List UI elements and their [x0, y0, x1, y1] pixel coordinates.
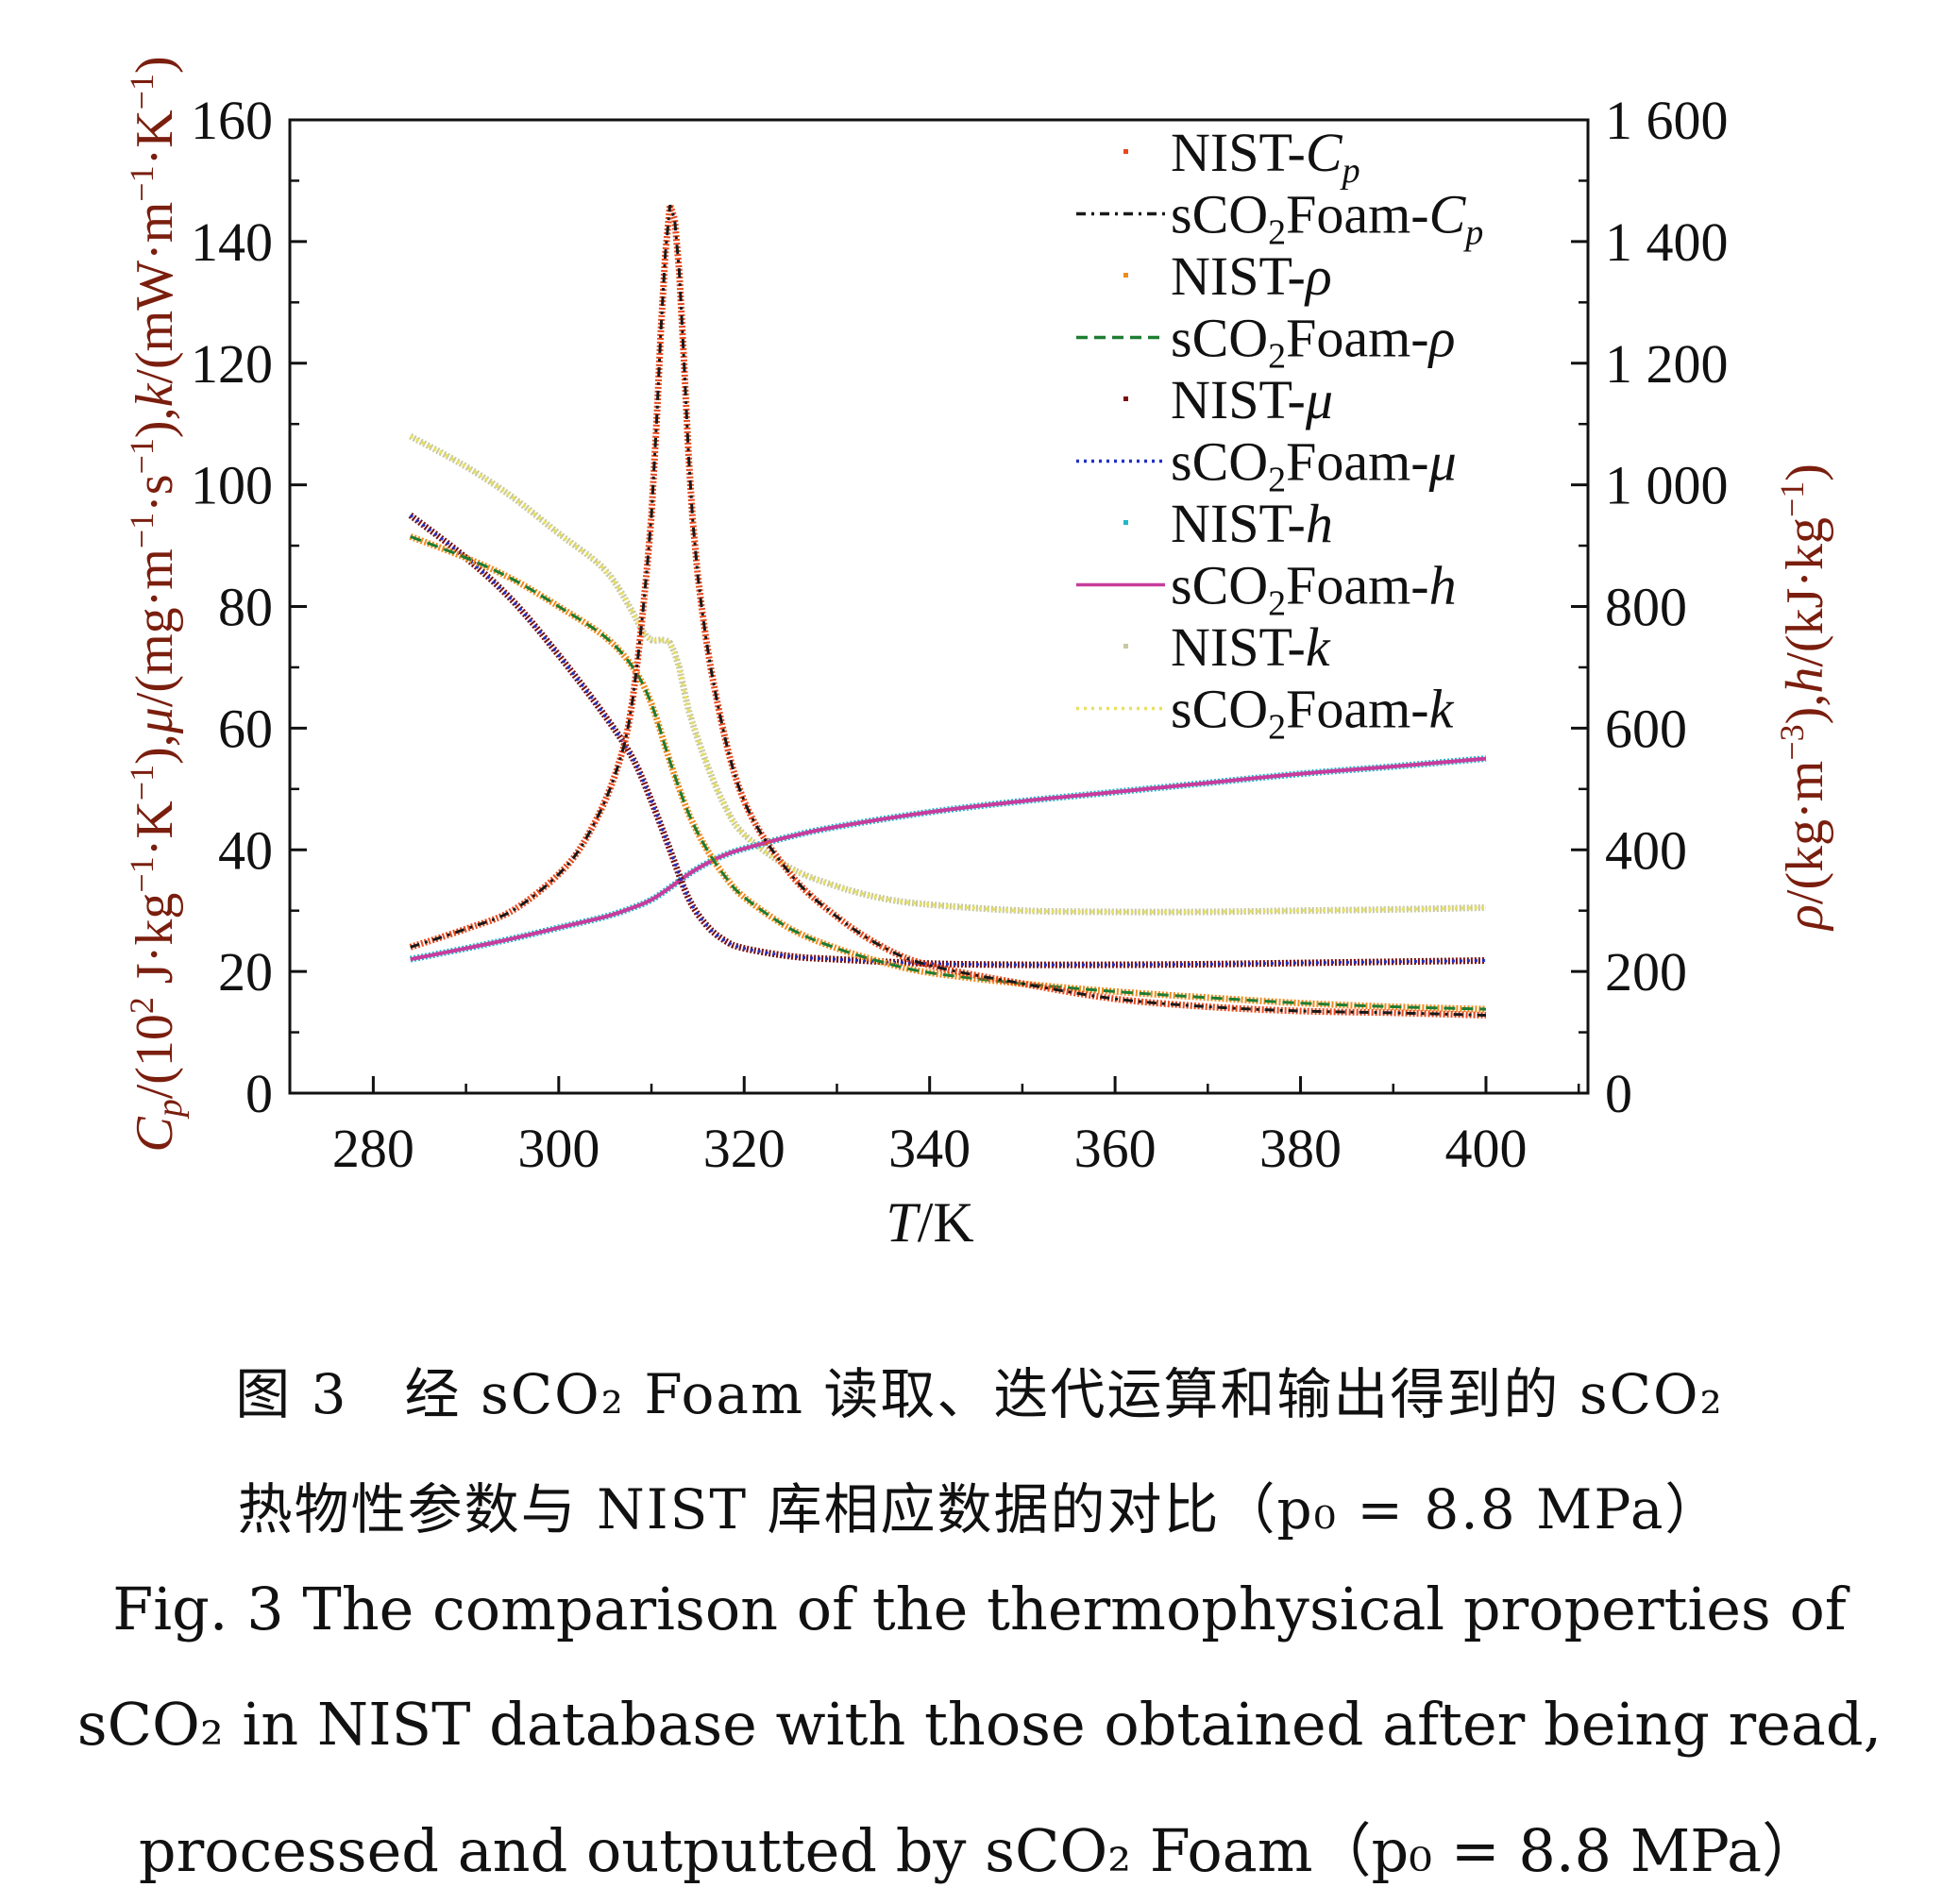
x-tick-label: 400: [1444, 1118, 1527, 1179]
legend-label: sCO2Foam-ρ: [1171, 308, 1455, 377]
model-ρ-line: [410, 534, 1487, 1011]
legend-item: NIST-Cp: [1123, 122, 1360, 191]
legend-item: NIST-ρ: [1123, 245, 1332, 307]
y-right-tick-label: 800: [1605, 577, 1687, 638]
legend-item: sCO2Foam-k: [1076, 679, 1455, 748]
y-left-tick-label: 120: [191, 333, 273, 395]
y-right-tick-label: 1 400: [1605, 211, 1729, 273]
y-right-tick-label: 1 200: [1605, 333, 1729, 395]
y-right-tick-label: 0: [1605, 1063, 1632, 1124]
legend-marker: [1123, 273, 1128, 278]
nist-h-line: [410, 755, 1487, 963]
series-h: [410, 755, 1487, 963]
caption-en-line3: processed and outputted by sCO₂ Foam（p₀ …: [138, 1816, 1821, 1885]
legend-marker: [1123, 644, 1128, 649]
legend-item: NIST-k: [1123, 616, 1331, 678]
y-axis-label-left: Cp/(102 J·kg−1·K−1),μ/(mg·m−1·s−1),k/(mW…: [123, 56, 190, 1152]
legend-label: sCO2Foam-h: [1171, 555, 1457, 624]
legend-label: NIST-Cp: [1171, 122, 1360, 191]
legend-marker: [1123, 396, 1128, 401]
model-Cp-line: [410, 204, 1487, 1018]
caption-cn-line1: 图 3 经 sCO₂ Foam 读取、迭代运算和输出得到的 sCO₂: [235, 1362, 1724, 1426]
legend-item: sCO2Foam-ρ: [1076, 308, 1455, 377]
series-Cp: [409, 204, 1487, 1019]
series-layer: [408, 204, 1487, 1019]
y-right-tick-label: 200: [1605, 941, 1687, 1003]
caption-en-line1: Fig. 3 The comparison of the thermophysi…: [112, 1575, 1847, 1643]
legend-label: sCO2Foam-Cp: [1171, 184, 1483, 253]
series-μ: [408, 513, 1487, 969]
y-left-tick-label: 160: [191, 90, 273, 151]
x-tick-label: 300: [517, 1118, 600, 1179]
series-ρ: [409, 533, 1487, 1013]
legend-item: sCO2Foam-h: [1076, 555, 1457, 624]
legend-label: NIST-h: [1171, 493, 1333, 554]
legend-label: sCO2Foam-k: [1171, 679, 1455, 748]
legend-item: sCO2Foam-μ: [1076, 431, 1457, 500]
caption-en-line2: sCO₂ in NIST database with those obtaine…: [76, 1690, 1883, 1759]
y-axis-label-right: ρ/(kg·m−3),h/(kJ·kg−1): [1773, 463, 1834, 932]
y-right-tick-label: 1 000: [1605, 455, 1729, 516]
x-tick-label: 340: [888, 1118, 971, 1179]
legend-label: NIST-ρ: [1171, 245, 1332, 307]
y-right-tick-label: 600: [1605, 698, 1687, 759]
x-tick-label: 280: [332, 1118, 414, 1179]
legend-item: NIST-μ: [1123, 369, 1333, 430]
x-axis-label: T/K: [886, 1191, 973, 1254]
tick-labels: 280 300 320 340 360 380 400 0 20 40 60 80 100 120 140 1…: [191, 90, 1729, 1179]
axis-ticks: [290, 118, 1588, 1095]
legend-marker: [1123, 149, 1128, 154]
model-h-line: [410, 756, 1487, 962]
legend: NIST-CpsCO2Foam-CpNIST-ρsCO2Foam-ρNIST-μ…: [1076, 122, 1483, 748]
model-μ-line: [409, 514, 1486, 967]
y-left-tick-label: 60: [218, 698, 273, 759]
x-tick-label: 320: [703, 1118, 785, 1179]
y-right-tick-label: 1 600: [1605, 90, 1729, 151]
caption-cn-line2: 热物性参数与 NIST 库相应数据的对比（p₀ = 8.8 MPa）: [237, 1477, 1722, 1542]
y-left-tick-label: 20: [218, 941, 273, 1003]
plot-frame: [288, 118, 1590, 1095]
y-left-tick-label: 0: [245, 1063, 273, 1124]
y-left-tick-label: 80: [218, 577, 273, 638]
y-left-tick-label: 40: [218, 819, 273, 881]
legend-label: NIST-k: [1171, 616, 1331, 678]
legend-marker: [1123, 520, 1128, 525]
legend-label: NIST-μ: [1171, 369, 1333, 430]
legend-item: NIST-h: [1123, 493, 1333, 554]
chart: 280 300 320 340 360 380 400 0 20 40 60 80 100 120 140 1…: [123, 56, 1834, 1254]
legend-item: sCO2Foam-Cp: [1076, 184, 1483, 253]
y-right-tick-label: 400: [1605, 819, 1687, 881]
y-left-tick-label: 140: [191, 211, 273, 273]
x-tick-label: 380: [1259, 1118, 1342, 1179]
legend-label: sCO2Foam-μ: [1171, 431, 1457, 500]
x-tick-label: 360: [1074, 1118, 1157, 1179]
y-left-tick-label: 100: [191, 455, 273, 516]
